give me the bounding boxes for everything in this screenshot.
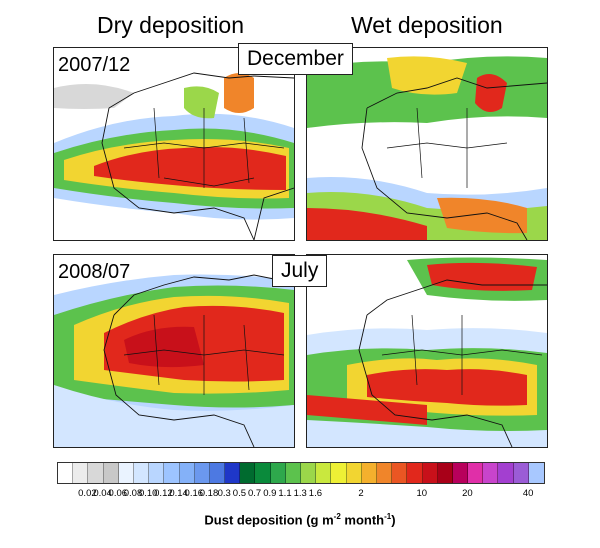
wet-deposition-title: Wet deposition [351, 12, 503, 38]
colorbar-tick-label: 0.16 [184, 488, 204, 499]
colorbar-cell [133, 463, 150, 483]
colorbar-tick-label: 20 [462, 488, 473, 499]
map-dry-december: 2007/12 [53, 47, 295, 241]
dry-deposition-title: Dry deposition [97, 12, 245, 38]
colorbar-cell [376, 463, 393, 483]
colorbar-cell [73, 463, 89, 483]
colorbar-cell [346, 463, 362, 483]
colorbar-tick-label: 0.14 [169, 488, 188, 499]
colorbar-cell [225, 463, 241, 483]
wet-dec-svg [307, 56, 547, 240]
colorbar-exp1: -2 [333, 512, 341, 521]
colorbar-cell [149, 463, 165, 483]
colorbar-tick-label: 1.1 [278, 488, 292, 499]
colorbar-tick-label: 0.04 [93, 488, 112, 499]
colorbar-cell [331, 463, 347, 483]
colorbar-tick-label: 0.5 [232, 488, 246, 499]
colorbar-tick-label: 0.9 [263, 488, 277, 499]
colorbar [57, 462, 545, 484]
month-label-december: December [238, 43, 353, 75]
colorbar-cell [528, 463, 544, 483]
colorbar-cell [285, 463, 301, 483]
colorbar-title: Dust deposition (g m-2 month-1) [0, 512, 600, 527]
colorbar-cell [164, 463, 180, 483]
colorbar-cell [392, 463, 408, 483]
colorbar-cell [316, 463, 332, 483]
colorbar-cell [422, 463, 438, 483]
colorbar-cell [407, 463, 423, 483]
colorbar-cell [88, 463, 104, 483]
colorbar-cell [498, 463, 514, 483]
wet-jul-svg [307, 257, 547, 447]
colorbar-tick-label: 0.3 [217, 488, 231, 499]
colorbar-cell [452, 463, 469, 483]
colorbar-tick-label: 0.18 [199, 488, 219, 499]
colorbar-tick-label: 1.6 [308, 488, 322, 499]
colorbar-cell [118, 463, 134, 483]
colorbar-title-mid: month [340, 512, 385, 528]
colorbar-cell [513, 463, 529, 483]
colorbar-title-end: ) [391, 512, 396, 528]
colorbar-cell [301, 463, 317, 483]
colorbar-ticks: 0.02 0.04 0.06 0.08 0.10 0.12 0.14 0.16 0.18 0.3 0… [57, 488, 547, 502]
colorbar-tick-label: 0.08 [123, 488, 143, 499]
map-dry-july: 2008/07 [53, 254, 295, 448]
colorbar-cell [270, 463, 286, 483]
dry-dec-svg [54, 72, 294, 240]
colorbar-tick-label: 0.10 [138, 488, 158, 499]
colorbar-cell [437, 463, 453, 483]
colorbar-tick-label: 10 [416, 488, 428, 499]
colorbar-tick-label: 0.12 [154, 488, 173, 499]
map-wet-july [306, 254, 548, 448]
colorbar-cell [209, 463, 226, 483]
colorbar-title-main: Dust deposition (g m [204, 512, 334, 528]
map-wet-december [306, 47, 548, 241]
colorbar-cell [194, 463, 210, 483]
colorbar-exp2: -1 [384, 512, 392, 521]
colorbar-cell [58, 463, 74, 483]
colorbar-cell [361, 463, 377, 483]
colorbar-cell [483, 463, 499, 483]
colorbar-tick-label: 0.7 [247, 488, 262, 499]
colorbar-cell [179, 463, 195, 483]
month-label-july: July [272, 255, 328, 287]
colorbar-tick-label: 40 [522, 488, 534, 499]
colorbar-tick-label: 0.06 [108, 488, 128, 499]
colorbar-cell [255, 463, 271, 483]
dry-jul-svg [54, 274, 294, 447]
colorbar-tick-label: 1.3 [293, 488, 307, 499]
colorbar-cell [240, 463, 256, 483]
colorbar-cell [468, 463, 484, 483]
date-label-dry-jul: 2008/07 [58, 261, 131, 283]
colorbar-tick-label: 2 [358, 488, 364, 499]
date-label-dry-dec: 2007/12 [58, 54, 131, 76]
colorbar-cell [103, 463, 119, 483]
colorbar-tick-label: 0.02 [78, 488, 97, 499]
